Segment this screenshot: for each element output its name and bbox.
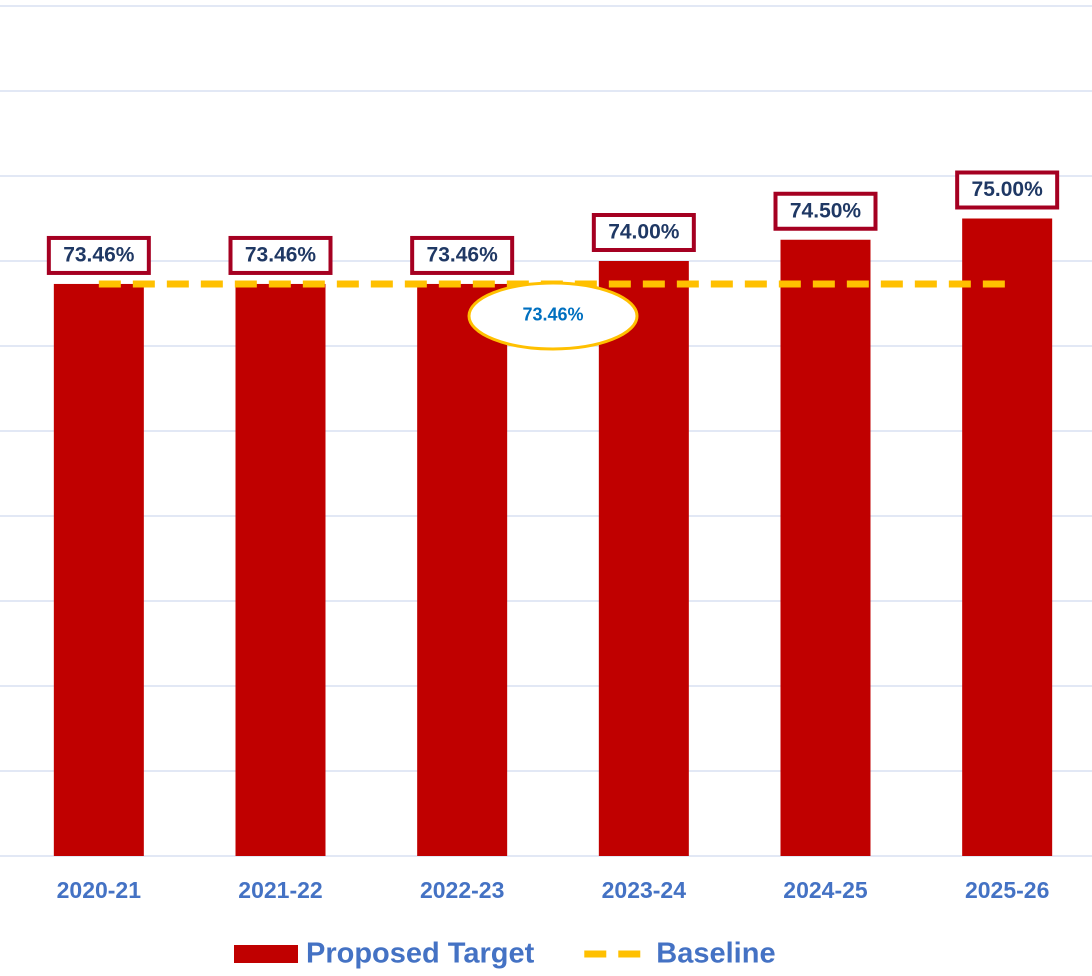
- bar: [780, 239, 871, 856]
- legend-swatch: [234, 945, 298, 963]
- data-label: 74.00%: [608, 221, 680, 244]
- data-label: 74.50%: [790, 199, 862, 222]
- bar: [235, 283, 326, 856]
- data-label: 73.46%: [63, 243, 135, 266]
- x-tick-label: 2020-21: [57, 877, 142, 903]
- data-label: 75.00%: [972, 178, 1044, 201]
- x-tick-label: 2022-23: [420, 877, 504, 903]
- bar: [962, 218, 1053, 856]
- x-tick-label: 2025-26: [965, 877, 1049, 903]
- data-label-box: [46, 235, 151, 275]
- data-label-box: [955, 170, 1060, 210]
- bar: [53, 283, 144, 856]
- bar: [598, 261, 689, 856]
- data-label: 73.46%: [245, 243, 317, 266]
- legend-label: Baseline: [656, 938, 775, 970]
- data-label-box: [773, 191, 878, 231]
- data-label-box: [228, 235, 333, 275]
- annotation-label: 73.46%: [522, 305, 583, 325]
- x-tick-label: 2024-25: [783, 877, 868, 903]
- annotation-bubble: [467, 281, 639, 351]
- x-tick-label: 2023-24: [602, 877, 687, 903]
- legend-label: Proposed Target: [306, 938, 535, 970]
- x-tick-label: 2021-22: [238, 877, 322, 903]
- bar: [417, 283, 508, 856]
- data-label: 73.46%: [427, 243, 499, 266]
- data-label-box: [410, 235, 515, 275]
- data-label-box: [591, 213, 696, 252]
